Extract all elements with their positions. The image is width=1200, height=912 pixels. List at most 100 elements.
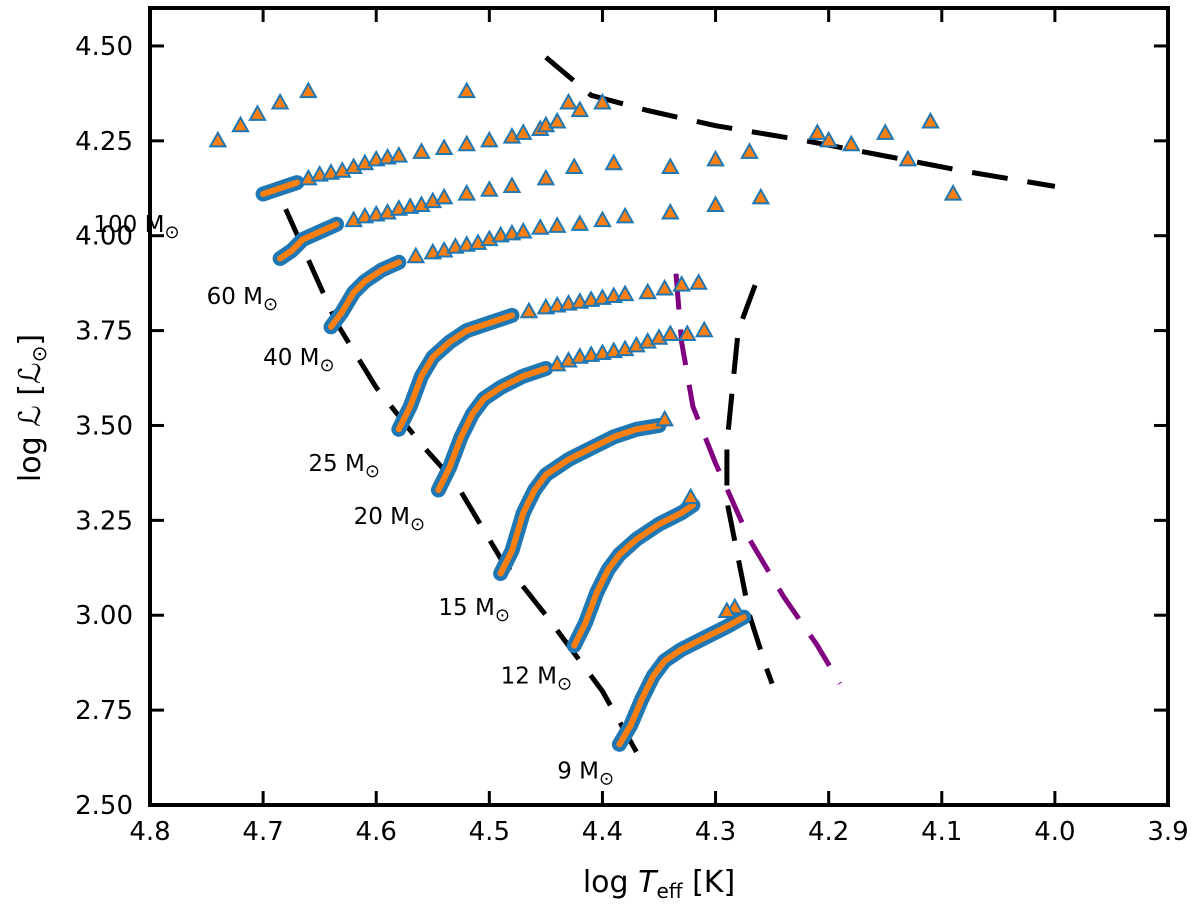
mass-label-5: 40 M⊙	[263, 345, 335, 376]
extra-points	[208, 81, 940, 159]
track-point	[615, 206, 635, 224]
track-band-outer	[566, 497, 701, 654]
y-tick-label: 3.00	[75, 601, 133, 631]
mass-label-6: 60 M⊙	[207, 284, 279, 315]
mass-labels-layer: 9 M⊙12 M⊙15 M⊙20 M⊙25 M⊙40 M⊙60 M⊙100 M⊙	[93, 212, 614, 790]
track-point	[661, 202, 680, 220]
y-tick-label: 3.75	[75, 317, 133, 347]
mass-label-sun: ⊙	[599, 768, 614, 789]
track-point	[519, 301, 539, 319]
mass-label-text: 60 M	[207, 284, 263, 310]
track-point	[681, 487, 700, 505]
extra-point	[921, 111, 940, 129]
mass-label-sun: ⊙	[410, 514, 425, 535]
x-tick-label: 4.8	[129, 817, 170, 847]
track-band-inner	[616, 614, 747, 748]
track-point	[717, 601, 737, 619]
track-band-inner	[328, 259, 402, 330]
mass-label-sun: ⊙	[320, 355, 335, 376]
zams-line	[283, 208, 639, 754]
track-6	[272, 134, 963, 266]
extra-point	[248, 104, 267, 121]
x-axis-label-unit: [K]	[683, 865, 736, 900]
mass-label-4: 25 M⊙	[308, 451, 380, 482]
track-point	[661, 324, 680, 341]
track-point	[457, 134, 477, 152]
track-point	[638, 282, 657, 300]
x-tick-label: 4.6	[356, 817, 397, 847]
track-point	[389, 145, 409, 163]
y-axis-label-sub: ⊙	[27, 346, 51, 363]
track-point	[593, 92, 612, 110]
y-tick-label: 2.50	[75, 791, 133, 821]
track-point	[547, 216, 567, 233]
x-axis-label-var: T	[638, 865, 659, 900]
mass-label-text: 25 M	[308, 451, 364, 477]
track-point	[502, 176, 522, 193]
track-point	[694, 320, 714, 338]
track-3	[430, 320, 714, 498]
mass-label-text: 20 M	[354, 504, 410, 530]
mass-label-sun: ⊙	[557, 674, 572, 695]
y-tick-label: 3.25	[75, 506, 133, 536]
track-point	[706, 149, 725, 167]
ticks-layer: 4.8 4.7 4.6 4.5 4.4 4.3 4.2 4.1 4.0 3.9 2.50 2.75 3.…	[75, 8, 1189, 847]
track-point	[480, 180, 499, 197]
y-axis-label-close: ]	[13, 334, 48, 346]
track-point	[706, 195, 725, 212]
y-axis-label-open: [	[13, 384, 48, 405]
extra-point	[208, 130, 228, 148]
track-band-outer	[611, 609, 752, 752]
x-tick-label: 4.2	[808, 817, 849, 847]
x-axis-label-sub: eff	[656, 879, 683, 903]
x-tick-label: 4.0	[1034, 817, 1075, 847]
mass-label-text: 15 M	[438, 595, 494, 621]
mass-label-text: 40 M	[263, 345, 319, 371]
x-tick-label: 4.3	[695, 817, 736, 847]
track-point	[530, 218, 550, 235]
track-band-inner	[260, 179, 300, 197]
track-0	[611, 597, 752, 752]
track-point	[406, 246, 426, 264]
track-band-outer	[430, 361, 554, 498]
track-band-outer	[391, 307, 520, 437]
mass-label-2: 15 M⊙	[438, 595, 510, 626]
track-point	[655, 409, 674, 427]
extra-point	[457, 81, 477, 99]
track-point	[655, 278, 674, 296]
y-tick-label: 2.75	[75, 696, 133, 726]
track-point	[536, 168, 556, 186]
mass-label-sun: ⊙	[263, 294, 278, 315]
track-point	[677, 324, 697, 341]
y-tick-label: 3.50	[75, 411, 133, 441]
track-band-inner	[571, 502, 696, 649]
mass-label-text: 9 M	[557, 758, 599, 784]
track-7	[255, 92, 612, 202]
mass-label-text: 100 M	[93, 212, 164, 238]
track-band-inner	[497, 422, 662, 577]
track-band-outer	[493, 418, 667, 581]
track-point	[434, 187, 454, 205]
extra-point	[559, 92, 578, 110]
y-tick-label: 4.50	[75, 32, 133, 62]
track-point	[593, 210, 612, 228]
track-point	[943, 183, 963, 201]
mass-label-sun: ⊙	[365, 461, 380, 482]
track-point	[604, 153, 624, 171]
track-point	[513, 221, 533, 239]
mass-label-0: 9 M⊙	[557, 758, 614, 789]
y-axis-label-unit-var: ℒ	[13, 362, 48, 384]
upper-boundary-line	[544, 55, 1056, 189]
x-tick-label: 4.7	[242, 817, 283, 847]
tracks-layer	[208, 81, 963, 752]
track-band-inner	[277, 221, 340, 262]
mass-label-sun: ⊙	[164, 222, 179, 243]
extra-point	[231, 115, 250, 133]
x-axis-label: log Teff [K]	[583, 865, 735, 903]
track-5	[323, 195, 725, 335]
extra-point	[808, 123, 827, 140]
track-point	[898, 149, 918, 167]
x-tick-label: 4.4	[582, 817, 623, 847]
extra-point	[875, 123, 895, 140]
